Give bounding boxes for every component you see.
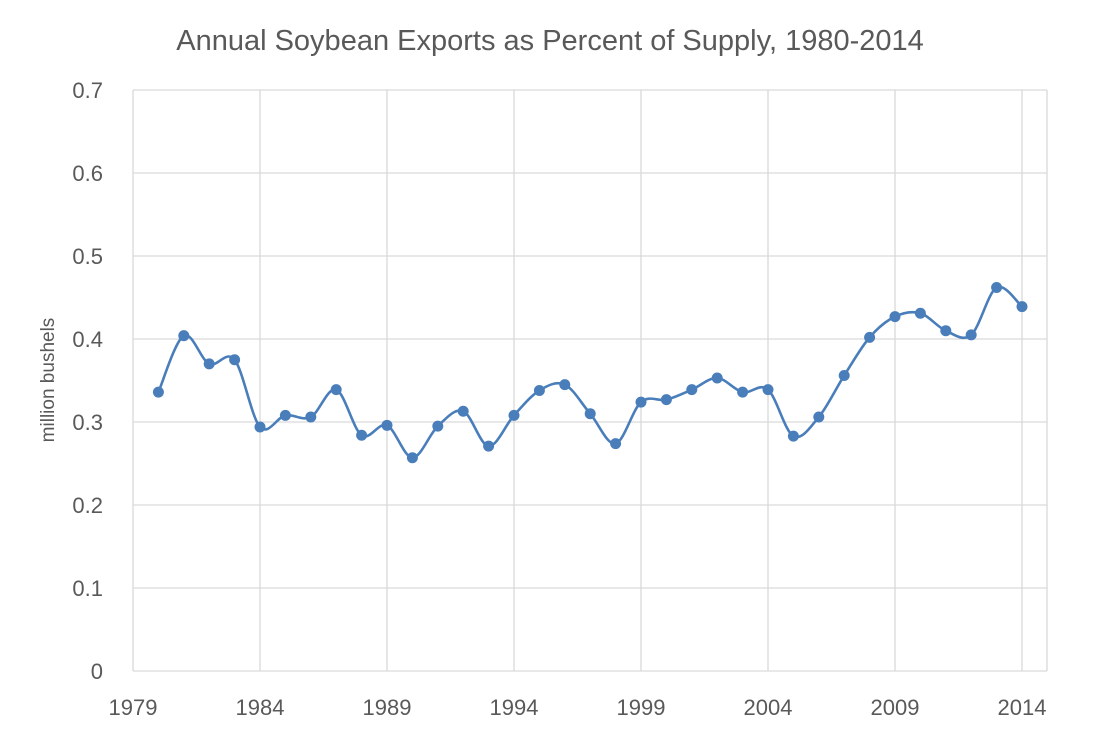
data-point (991, 282, 1003, 294)
data-point (813, 411, 825, 423)
x-tick-label: 1979 (109, 695, 158, 720)
data-point (432, 420, 444, 432)
data-point (711, 372, 723, 384)
x-tick-label: 1999 (617, 695, 666, 720)
data-point (406, 452, 418, 464)
data-point (533, 384, 545, 396)
x-tick-label: 2004 (744, 695, 793, 720)
data-point (889, 311, 901, 323)
x-tick-label: 1994 (490, 695, 539, 720)
data-point (940, 325, 952, 337)
tick-labels: 1979 1984 1989 1994 1999 2004 2009 2014 0 0.1 0.2 0… (72, 78, 1046, 720)
data-point (559, 379, 571, 391)
x-tick-label: 1984 (236, 695, 285, 720)
chart-title: Annual Soybean Exports as Percent of Sup… (176, 25, 924, 57)
y-tick-label: 0.6 (72, 161, 103, 186)
data-point (178, 330, 190, 342)
gridlines (132, 89, 1048, 672)
data-point (965, 329, 977, 341)
data-point (356, 429, 368, 441)
y-tick-label: 0.4 (72, 327, 103, 352)
data-point (737, 386, 749, 398)
data-point (254, 421, 266, 433)
y-tick-label: 0.1 (72, 576, 103, 601)
data-point (203, 358, 215, 370)
y-tick-label: 0.3 (72, 410, 103, 435)
y-tick-label: 0.2 (72, 493, 103, 518)
data-point (787, 430, 799, 442)
data-point (457, 405, 469, 417)
y-tick-label: 0 (91, 659, 103, 684)
data-point (1016, 301, 1028, 313)
data-point (330, 384, 342, 396)
data-point (635, 396, 647, 408)
x-tick-label: 2009 (871, 695, 920, 720)
y-tick-label: 0.5 (72, 244, 103, 269)
data-point (660, 394, 672, 406)
x-tick-label: 1989 (363, 695, 412, 720)
y-axis-label: million bushels (38, 318, 59, 443)
data-point (864, 331, 876, 343)
data-point (838, 370, 850, 382)
data-point (508, 409, 520, 421)
series-layer (152, 282, 1028, 464)
data-point (610, 438, 622, 450)
y-tick-label: 0.7 (72, 78, 103, 103)
data-point (229, 354, 241, 366)
data-point (483, 440, 495, 452)
data-point (762, 384, 774, 396)
data-point (279, 409, 291, 421)
data-point (152, 386, 164, 398)
data-point (381, 419, 393, 431)
data-point (686, 384, 698, 396)
data-point (305, 411, 317, 423)
data-point (914, 307, 926, 319)
data-point (584, 408, 596, 420)
x-tick-label: 2014 (998, 695, 1047, 720)
